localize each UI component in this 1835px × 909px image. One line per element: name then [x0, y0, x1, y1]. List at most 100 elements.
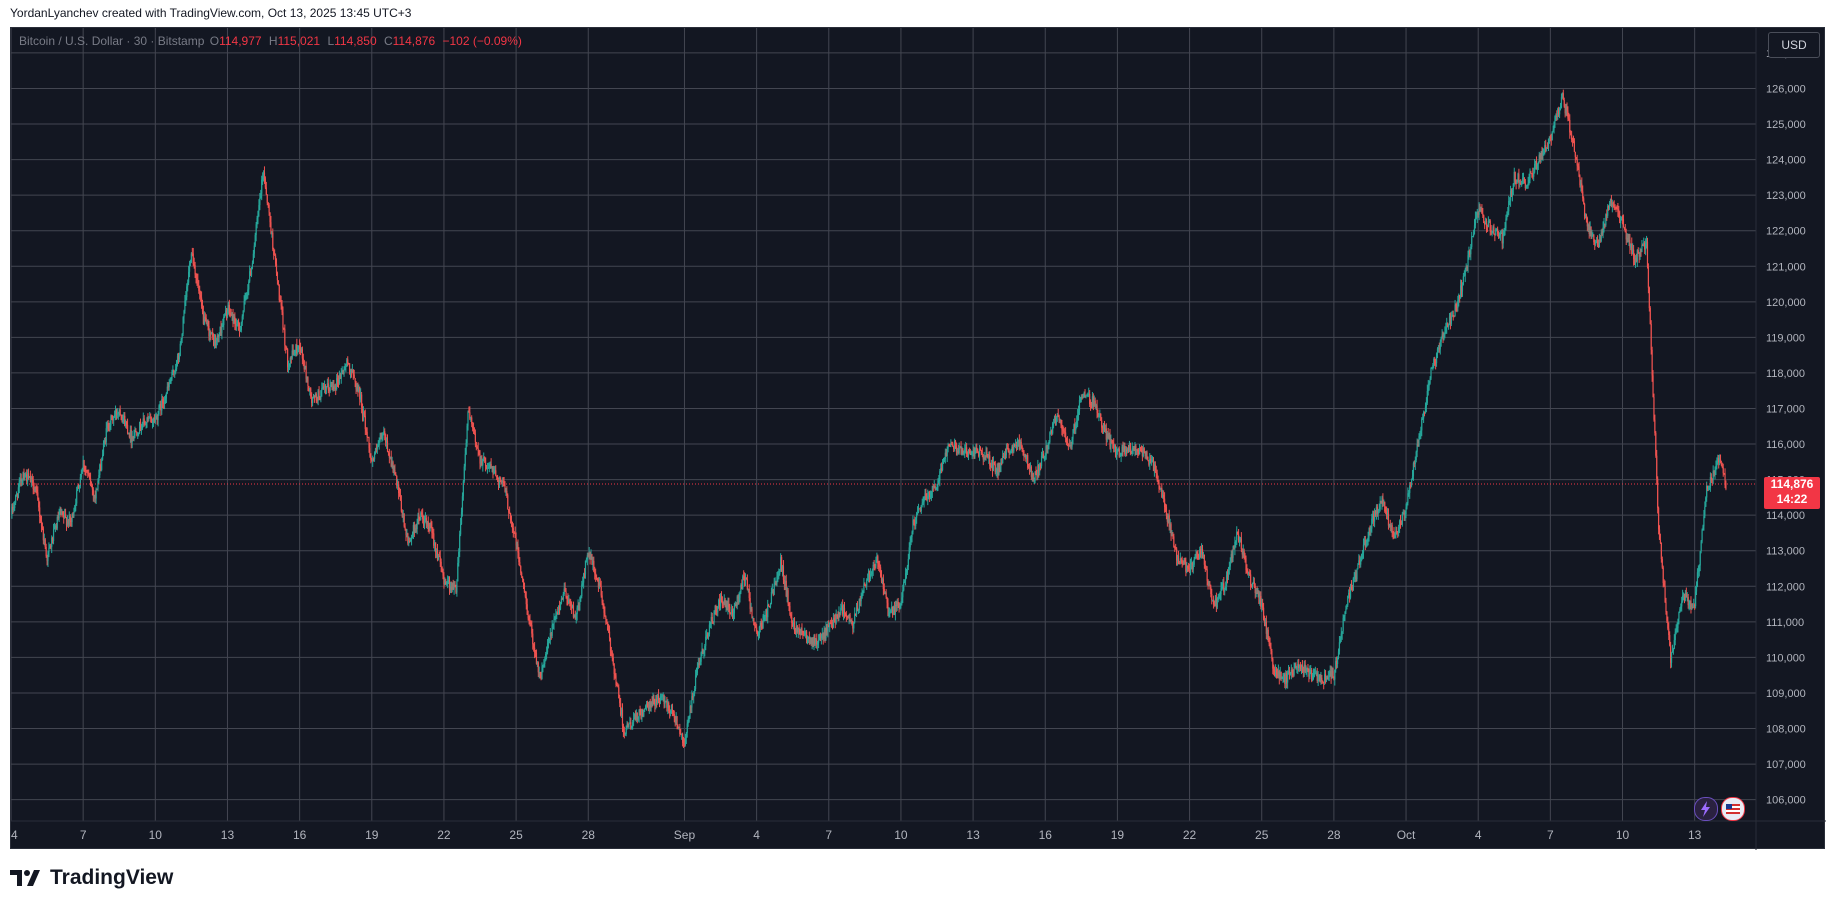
candle-body [1627, 237, 1629, 243]
candle-body [1580, 183, 1582, 186]
candle-body [972, 449, 974, 453]
candle-body [888, 611, 890, 616]
price-chart[interactable]: 106,000107,000108,000109,000110,000111,0… [11, 28, 1826, 850]
candle-body [1595, 241, 1597, 245]
candle-body [527, 614, 529, 619]
candle-body [1557, 108, 1559, 117]
candle-body [1506, 214, 1508, 219]
candle-body [1346, 605, 1348, 610]
candle-body [735, 603, 737, 606]
x-tick-label: 10 [149, 828, 163, 842]
candle-body [382, 434, 384, 439]
candle-body [996, 468, 998, 472]
candle-body [896, 602, 898, 607]
candle-body [694, 689, 696, 694]
candle-body [193, 263, 195, 266]
candle-body [39, 507, 41, 518]
candle-body [1474, 217, 1477, 226]
candle-body [1083, 394, 1085, 398]
candle-body [569, 600, 571, 602]
candle-body [319, 397, 321, 399]
candle-body [138, 432, 140, 435]
candle-body [808, 637, 810, 639]
candle-body [1476, 212, 1478, 218]
candle-body [221, 326, 223, 334]
us-flag-icon[interactable] [1721, 797, 1745, 821]
candle-body [982, 454, 984, 460]
candle-body [1015, 445, 1017, 446]
legend-close-value: 114,876 [393, 34, 436, 48]
candle-body [1166, 515, 1168, 522]
candle-body [1699, 551, 1701, 566]
candle-body [1144, 452, 1146, 457]
candle-body [515, 537, 517, 546]
candle-body [359, 386, 361, 400]
candle-body [457, 562, 459, 582]
x-tick-label: 22 [437, 828, 451, 842]
candle-body [1065, 432, 1067, 438]
candle-body [271, 232, 273, 234]
candle-body [1592, 235, 1594, 237]
last-price-badge: 114,876 14:22 [1764, 477, 1820, 510]
candle-body [612, 657, 614, 664]
candle-body [759, 623, 761, 627]
candle-body [1309, 671, 1311, 677]
candle-body [644, 708, 646, 710]
candle-body [1355, 572, 1357, 580]
candle-body [1219, 594, 1221, 596]
x-tick-label: 7 [80, 828, 87, 842]
candle-body [965, 447, 967, 449]
candle-body [1305, 671, 1307, 672]
candle-body [1335, 661, 1337, 670]
candle-body [1464, 269, 1466, 276]
candle-body [1502, 235, 1504, 244]
candle-body [1151, 461, 1153, 462]
candle-body [565, 591, 567, 597]
candle-body [335, 388, 337, 390]
lightning-icon[interactable] [1694, 797, 1718, 821]
legend-open-label: O [210, 34, 219, 48]
candle-body [1453, 315, 1455, 317]
chart-frame[interactable]: 106,000 107,000 108,000 109,000 110,000 111,0… [10, 27, 1826, 850]
candle-body [324, 386, 326, 388]
candle-body [445, 582, 447, 585]
candle-body [800, 628, 802, 635]
candle-body [1681, 601, 1683, 607]
candle-body [1578, 166, 1580, 177]
candle-body [709, 622, 711, 625]
candle-body [136, 432, 138, 436]
candle-body [1490, 230, 1492, 232]
candle-body [1715, 465, 1717, 471]
candle-body [470, 417, 472, 419]
candle-body [1450, 316, 1452, 324]
legend-change: −102 (−0.09%) [442, 34, 521, 48]
candle-body [498, 477, 501, 484]
x-tick-label: 19 [365, 828, 379, 842]
candle-body [480, 461, 482, 464]
candle-body [1448, 316, 1451, 325]
candle-body [1391, 525, 1393, 533]
candle-body [539, 672, 541, 678]
candle-body [929, 495, 932, 498]
candle-body [1705, 497, 1707, 507]
candle-body [1275, 669, 1278, 674]
candle-body [1550, 138, 1552, 141]
candle-body [458, 551, 460, 563]
candle-body [499, 477, 501, 483]
candle-body [1293, 667, 1295, 676]
candle-body [1057, 414, 1059, 417]
candle-body [657, 695, 660, 701]
candle-body [1614, 207, 1616, 209]
candle-body [362, 412, 365, 416]
candle-body [960, 447, 962, 455]
candle-body [521, 576, 524, 579]
candle-body [464, 454, 466, 467]
candle-body [1336, 661, 1338, 665]
candle-body [512, 528, 514, 533]
candle-body [715, 610, 717, 612]
candle-body [1654, 419, 1656, 433]
currency-button[interactable]: USD [1768, 32, 1820, 58]
candle-body [1243, 550, 1245, 557]
candle-body [275, 263, 278, 273]
candle-body [331, 384, 333, 389]
